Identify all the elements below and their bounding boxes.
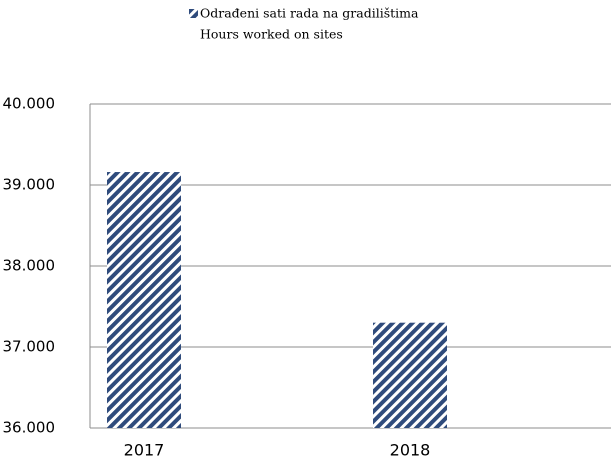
legend-label: Hours worked on sites (200, 27, 343, 42)
y-tick-label: 36.000 (3, 419, 56, 437)
y-tick-label: 40.000 (3, 95, 56, 113)
y-tick-label: 39.000 (3, 176, 56, 194)
legend-label: Odrađeni sati rada na gradilištima (200, 6, 419, 21)
legend-swatch (189, 9, 198, 18)
bar (373, 322, 447, 428)
y-tick-label: 38.000 (3, 257, 56, 275)
x-tick-label: 2017 (124, 441, 165, 460)
x-tick-label: 2018 (390, 441, 431, 460)
y-tick-label: 37.000 (3, 338, 56, 356)
bar (107, 172, 181, 428)
